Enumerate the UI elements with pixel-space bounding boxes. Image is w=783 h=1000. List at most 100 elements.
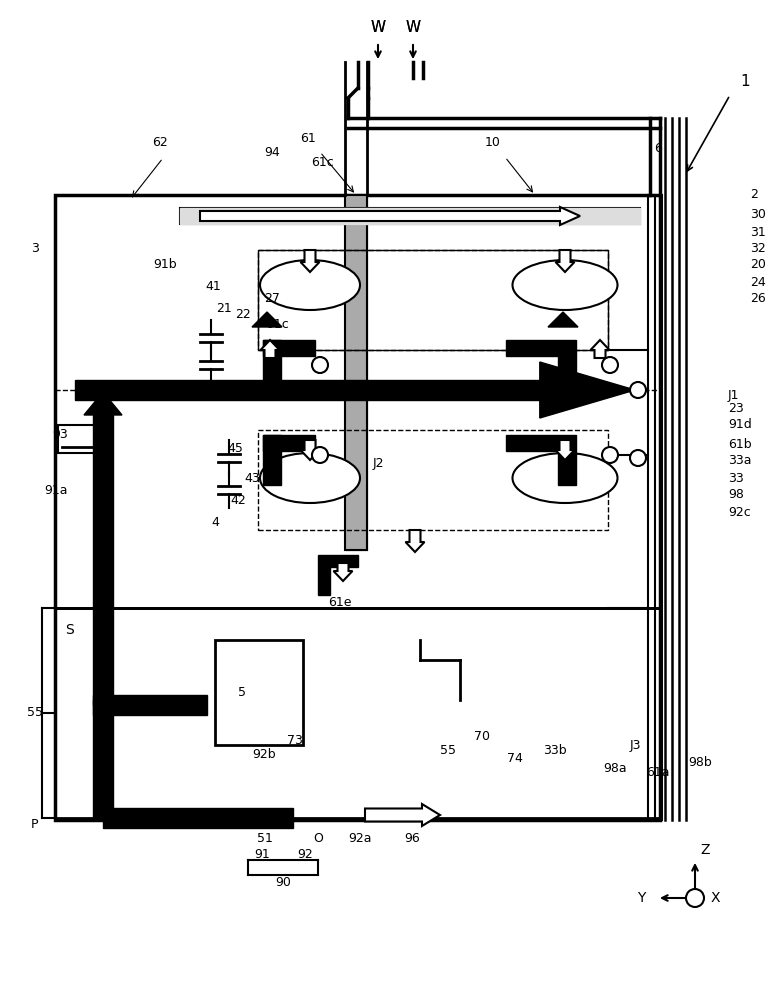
FancyArrow shape bbox=[301, 440, 319, 460]
Text: 92b: 92b bbox=[252, 748, 276, 762]
Text: 98b: 98b bbox=[688, 756, 712, 768]
Text: 61b: 61b bbox=[728, 438, 752, 452]
Polygon shape bbox=[252, 312, 282, 327]
Ellipse shape bbox=[513, 453, 618, 503]
Text: P: P bbox=[31, 818, 38, 832]
Text: 5: 5 bbox=[238, 686, 246, 700]
Polygon shape bbox=[539, 362, 635, 418]
Bar bbox=[58, 425, 100, 453]
Text: 2: 2 bbox=[750, 188, 758, 202]
Text: 94: 94 bbox=[264, 146, 280, 159]
Circle shape bbox=[686, 889, 704, 907]
FancyArrow shape bbox=[406, 530, 424, 552]
Polygon shape bbox=[84, 392, 122, 415]
Text: 30: 30 bbox=[750, 209, 766, 222]
Bar bbox=[258, 250, 608, 350]
FancyArrow shape bbox=[301, 250, 319, 272]
Text: 61a: 61a bbox=[646, 766, 669, 778]
Bar bbox=[345, 195, 367, 550]
Text: 61: 61 bbox=[300, 131, 316, 144]
Text: 32: 32 bbox=[750, 241, 766, 254]
Ellipse shape bbox=[260, 260, 360, 310]
Bar bbox=[263, 435, 281, 485]
Bar bbox=[75, 380, 539, 400]
Text: W: W bbox=[370, 20, 385, 35]
Bar bbox=[55, 195, 660, 820]
Bar bbox=[180, 208, 640, 224]
Bar bbox=[506, 435, 558, 451]
Bar bbox=[558, 435, 576, 485]
Text: 98a: 98a bbox=[603, 762, 627, 774]
Circle shape bbox=[602, 357, 618, 373]
Bar bbox=[558, 340, 576, 390]
Text: 6: 6 bbox=[654, 141, 662, 154]
Text: 45: 45 bbox=[227, 442, 243, 454]
Bar bbox=[215, 640, 303, 745]
Text: 41: 41 bbox=[205, 280, 221, 294]
Text: 62a: 62a bbox=[133, 816, 157, 828]
Bar bbox=[345, 195, 367, 550]
Text: 92c: 92c bbox=[728, 506, 751, 518]
Text: X: X bbox=[711, 891, 720, 905]
Text: J2: J2 bbox=[373, 456, 384, 470]
Text: 20: 20 bbox=[750, 258, 766, 271]
Text: 74: 74 bbox=[507, 752, 523, 764]
Circle shape bbox=[630, 450, 646, 466]
Bar bbox=[330, 555, 358, 567]
Text: 4: 4 bbox=[211, 516, 219, 528]
Text: 55: 55 bbox=[27, 706, 43, 720]
Ellipse shape bbox=[513, 260, 618, 310]
FancyArrow shape bbox=[590, 340, 609, 358]
Text: 26: 26 bbox=[750, 292, 766, 304]
Text: J1: J1 bbox=[728, 388, 739, 401]
Text: 93: 93 bbox=[52, 428, 68, 442]
Text: 10: 10 bbox=[485, 136, 501, 149]
Text: 96: 96 bbox=[404, 832, 420, 844]
Bar bbox=[55, 608, 660, 818]
Text: Y: Y bbox=[637, 891, 645, 905]
Text: 73: 73 bbox=[287, 734, 303, 746]
Text: 61e: 61e bbox=[328, 596, 352, 609]
Text: J3: J3 bbox=[630, 738, 640, 752]
Text: 1: 1 bbox=[740, 75, 749, 90]
Text: S: S bbox=[66, 623, 74, 637]
FancyArrow shape bbox=[261, 340, 280, 358]
Text: 62: 62 bbox=[152, 135, 168, 148]
Text: W: W bbox=[370, 20, 385, 35]
Circle shape bbox=[312, 447, 328, 463]
Text: 61c: 61c bbox=[311, 155, 334, 168]
Bar bbox=[93, 695, 207, 715]
Text: 91c: 91c bbox=[267, 318, 290, 332]
Text: 43: 43 bbox=[244, 472, 260, 485]
Text: 92a: 92a bbox=[348, 832, 372, 844]
Text: 22: 22 bbox=[235, 308, 251, 322]
Text: 23: 23 bbox=[728, 401, 744, 414]
Text: 90: 90 bbox=[275, 876, 291, 888]
Text: 98: 98 bbox=[728, 488, 744, 502]
Circle shape bbox=[630, 382, 646, 398]
Text: 91a: 91a bbox=[45, 484, 68, 496]
Text: 42: 42 bbox=[230, 493, 246, 506]
Text: O: O bbox=[313, 832, 323, 844]
Circle shape bbox=[312, 357, 328, 373]
Bar bbox=[180, 208, 640, 224]
FancyArrow shape bbox=[200, 207, 580, 225]
Text: 92: 92 bbox=[297, 848, 313, 861]
Text: 27: 27 bbox=[264, 292, 280, 304]
Bar bbox=[318, 555, 330, 595]
Polygon shape bbox=[548, 312, 578, 327]
Bar bbox=[93, 415, 113, 705]
FancyArrow shape bbox=[365, 804, 440, 826]
Text: 3: 3 bbox=[31, 241, 39, 254]
Bar bbox=[506, 340, 558, 356]
Ellipse shape bbox=[260, 453, 360, 503]
Bar bbox=[103, 808, 293, 828]
Text: 31: 31 bbox=[750, 226, 766, 238]
Bar bbox=[263, 435, 315, 451]
Bar bbox=[263, 340, 281, 390]
Text: 24: 24 bbox=[750, 275, 766, 288]
Text: 33b: 33b bbox=[543, 744, 567, 756]
Text: 91: 91 bbox=[254, 848, 270, 861]
Text: 21: 21 bbox=[216, 302, 232, 314]
Circle shape bbox=[602, 447, 618, 463]
